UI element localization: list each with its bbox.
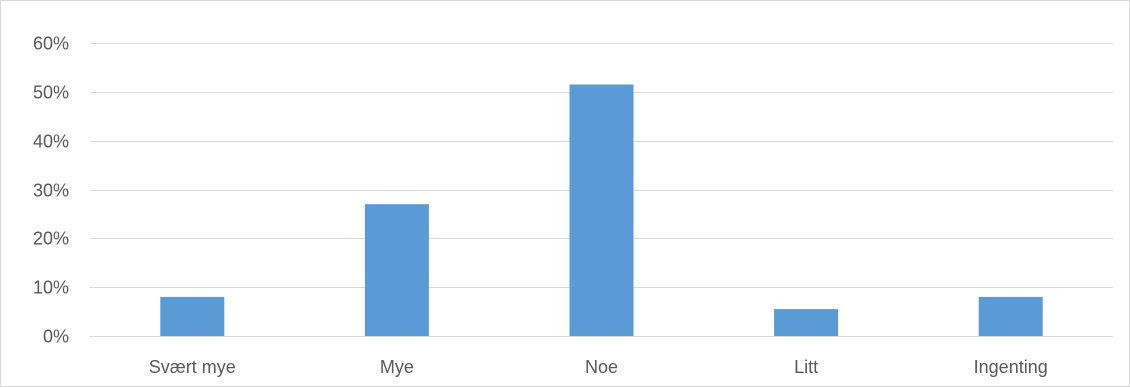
y-tick-label: 40% bbox=[33, 132, 69, 152]
y-axis-tick-labels: 0% 10% 20% 30% 40% 50% 60% bbox=[33, 34, 69, 347]
bar-0 bbox=[160, 296, 225, 336]
x-tick-label: Litt bbox=[794, 357, 818, 377]
y-tick-label: 10% bbox=[33, 278, 69, 298]
bars bbox=[160, 84, 1043, 336]
x-tick-label: Noe bbox=[585, 357, 618, 377]
y-tick-label: 0% bbox=[43, 327, 69, 347]
y-tick-label: 60% bbox=[33, 34, 69, 54]
x-tick-label: Ingenting bbox=[974, 357, 1048, 377]
x-tick-label: Svært mye bbox=[149, 357, 236, 377]
x-axis-tick-labels: Svært mye Mye Noe Litt Ingenting bbox=[149, 357, 1048, 377]
bar-2 bbox=[569, 84, 634, 336]
y-tick-label: 30% bbox=[33, 181, 69, 201]
bar-3 bbox=[774, 309, 839, 336]
bar-4 bbox=[978, 296, 1043, 336]
bar-1 bbox=[364, 204, 429, 336]
y-tick-label: 20% bbox=[33, 229, 69, 249]
y-tick-label: 50% bbox=[33, 83, 69, 103]
x-tick-label: Mye bbox=[380, 357, 414, 377]
